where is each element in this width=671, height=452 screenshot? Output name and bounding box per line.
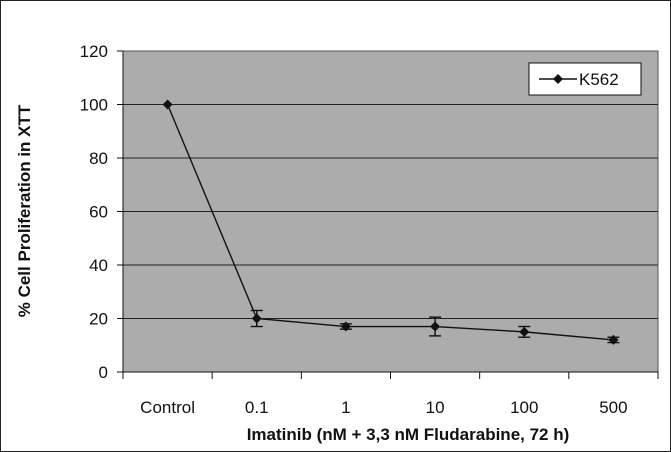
y-axis: 0 20 40 60 80 100 120 (80, 42, 124, 382)
y-tick-label: 0 (99, 363, 108, 382)
x-tick-label: Control (140, 398, 195, 417)
series-lines (166, 104, 614, 341)
y-tick-label: 20 (89, 310, 108, 329)
x-tick-label: 500 (599, 398, 627, 417)
legend: K562 (528, 62, 642, 96)
legend-label: K562 (579, 70, 619, 89)
y-axis-title: % Cell Proliferation in XTT (15, 104, 34, 317)
data-point-marker (519, 326, 530, 337)
x-axis: Control 0.1 1 10 100 500 (122, 371, 659, 417)
x-tick-label: 1 (341, 398, 350, 417)
data-point-marker (608, 334, 619, 345)
legend-marker-icon (553, 74, 563, 84)
data-point-marker (430, 321, 441, 332)
x-tick-label: 100 (510, 398, 538, 417)
y-tick-label: 60 (89, 203, 108, 222)
data-point-marker (251, 313, 262, 324)
data-points (162, 99, 619, 345)
data-point-marker (340, 321, 351, 332)
y-tick-label: 120 (80, 42, 108, 61)
x-tick-label: 0.1 (245, 398, 269, 417)
x-tick-label: 10 (426, 398, 445, 417)
y-tick-label: 80 (89, 149, 108, 168)
y-tick-label: 40 (89, 256, 108, 275)
y-tick-label: 100 (80, 96, 108, 115)
x-axis-title: Imatinib (nM + 3,3 nM Fludarabine, 72 h) (247, 425, 570, 444)
grid-lines (123, 104, 658, 319)
data-point-marker (162, 99, 173, 110)
series-line-k562 (166, 104, 614, 341)
